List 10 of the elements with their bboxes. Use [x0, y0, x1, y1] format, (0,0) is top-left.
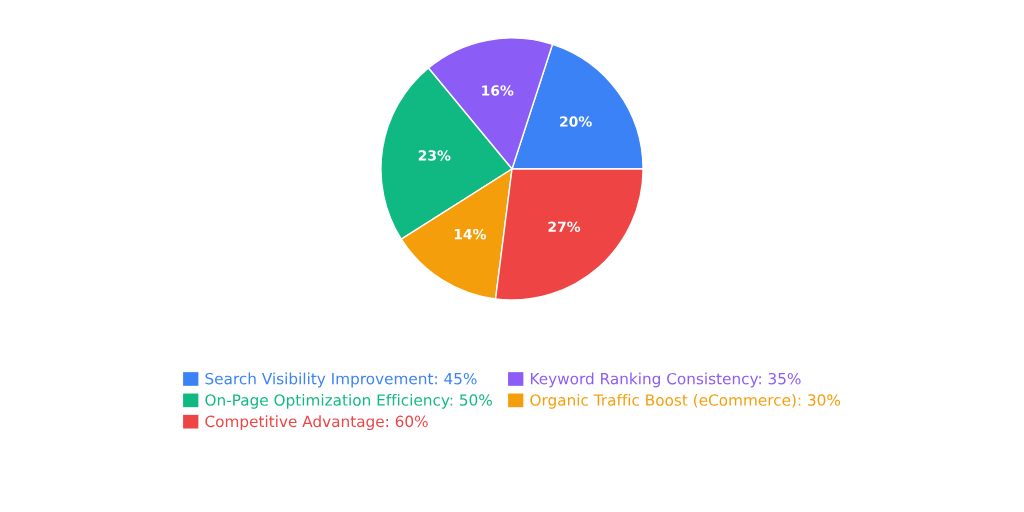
- legend-label: Competitive Advantage: 60%: [205, 415, 428, 431]
- data-label: 16%: [482, 85, 514, 96]
- legend-label: On-Page Optimization Efficiency: 50%: [205, 393, 492, 409]
- data-label: 23%: [418, 150, 451, 161]
- data-label: 27%: [548, 221, 581, 232]
- legend-label: Keyword Ranking Consistency: 35%: [530, 372, 801, 388]
- legend-label: Search Visibility Improvement: 45%: [205, 372, 477, 388]
- data-label: 20%: [560, 116, 592, 127]
- legend-label: Organic Traffic Boost (eCommerce): 30%: [530, 393, 841, 409]
- data-label: 14%: [454, 228, 487, 240]
